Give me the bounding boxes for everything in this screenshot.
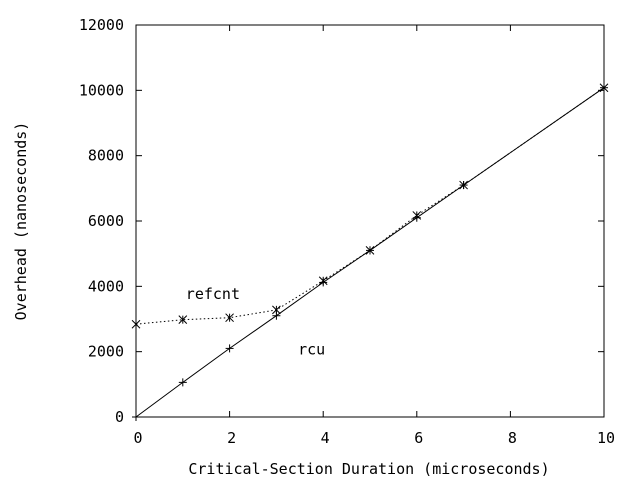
data-point-rcu xyxy=(178,378,187,387)
data-point-rcu xyxy=(132,413,140,421)
annotations: refcnt rcu xyxy=(186,285,325,359)
y-tick-label: 12000 xyxy=(79,16,124,34)
y-tick-label: 8000 xyxy=(88,147,124,165)
y-axis-label: Overhead (nanoseconds) xyxy=(12,122,30,321)
data-point-refcnt xyxy=(131,319,141,329)
x-axis-label: Critical-Section Duration (microseconds) xyxy=(188,460,549,478)
data-point-refcnt xyxy=(178,315,188,325)
data-point-refcnt xyxy=(318,276,328,286)
data-point-refcnt xyxy=(412,211,422,220)
data-point-rcu xyxy=(225,344,234,353)
data-point-refcnt xyxy=(599,83,609,93)
series-label-rcu: rcu xyxy=(298,340,325,358)
x-tick-label: 2 xyxy=(227,429,236,447)
y-tick-label: 4000 xyxy=(88,277,124,295)
x-tick-label: 10 xyxy=(597,429,615,447)
y-tick-label: 10000 xyxy=(79,81,124,99)
plot-frame xyxy=(135,24,605,418)
y-tick-label: 0 xyxy=(115,408,124,426)
x-tick-label: 0 xyxy=(133,429,142,447)
data-point-refcnt xyxy=(365,246,375,255)
x-tick-label: 4 xyxy=(321,429,330,447)
x-tick-label: 8 xyxy=(508,429,517,447)
data-point-refcnt xyxy=(272,305,281,315)
y-tick-label: 2000 xyxy=(88,343,124,361)
series-label-refcnt: refcnt xyxy=(186,285,240,303)
ticks xyxy=(135,24,605,418)
data-point-refcnt xyxy=(225,313,234,323)
markers xyxy=(131,83,609,421)
x-tick-label: 6 xyxy=(414,429,423,447)
y-tick-label: 6000 xyxy=(88,212,124,230)
data-point-refcnt xyxy=(459,180,468,190)
tick-labels: 0 2 4 6 8 10 0 2000 4000 6000 8000 10000 12000 xyxy=(79,16,615,447)
